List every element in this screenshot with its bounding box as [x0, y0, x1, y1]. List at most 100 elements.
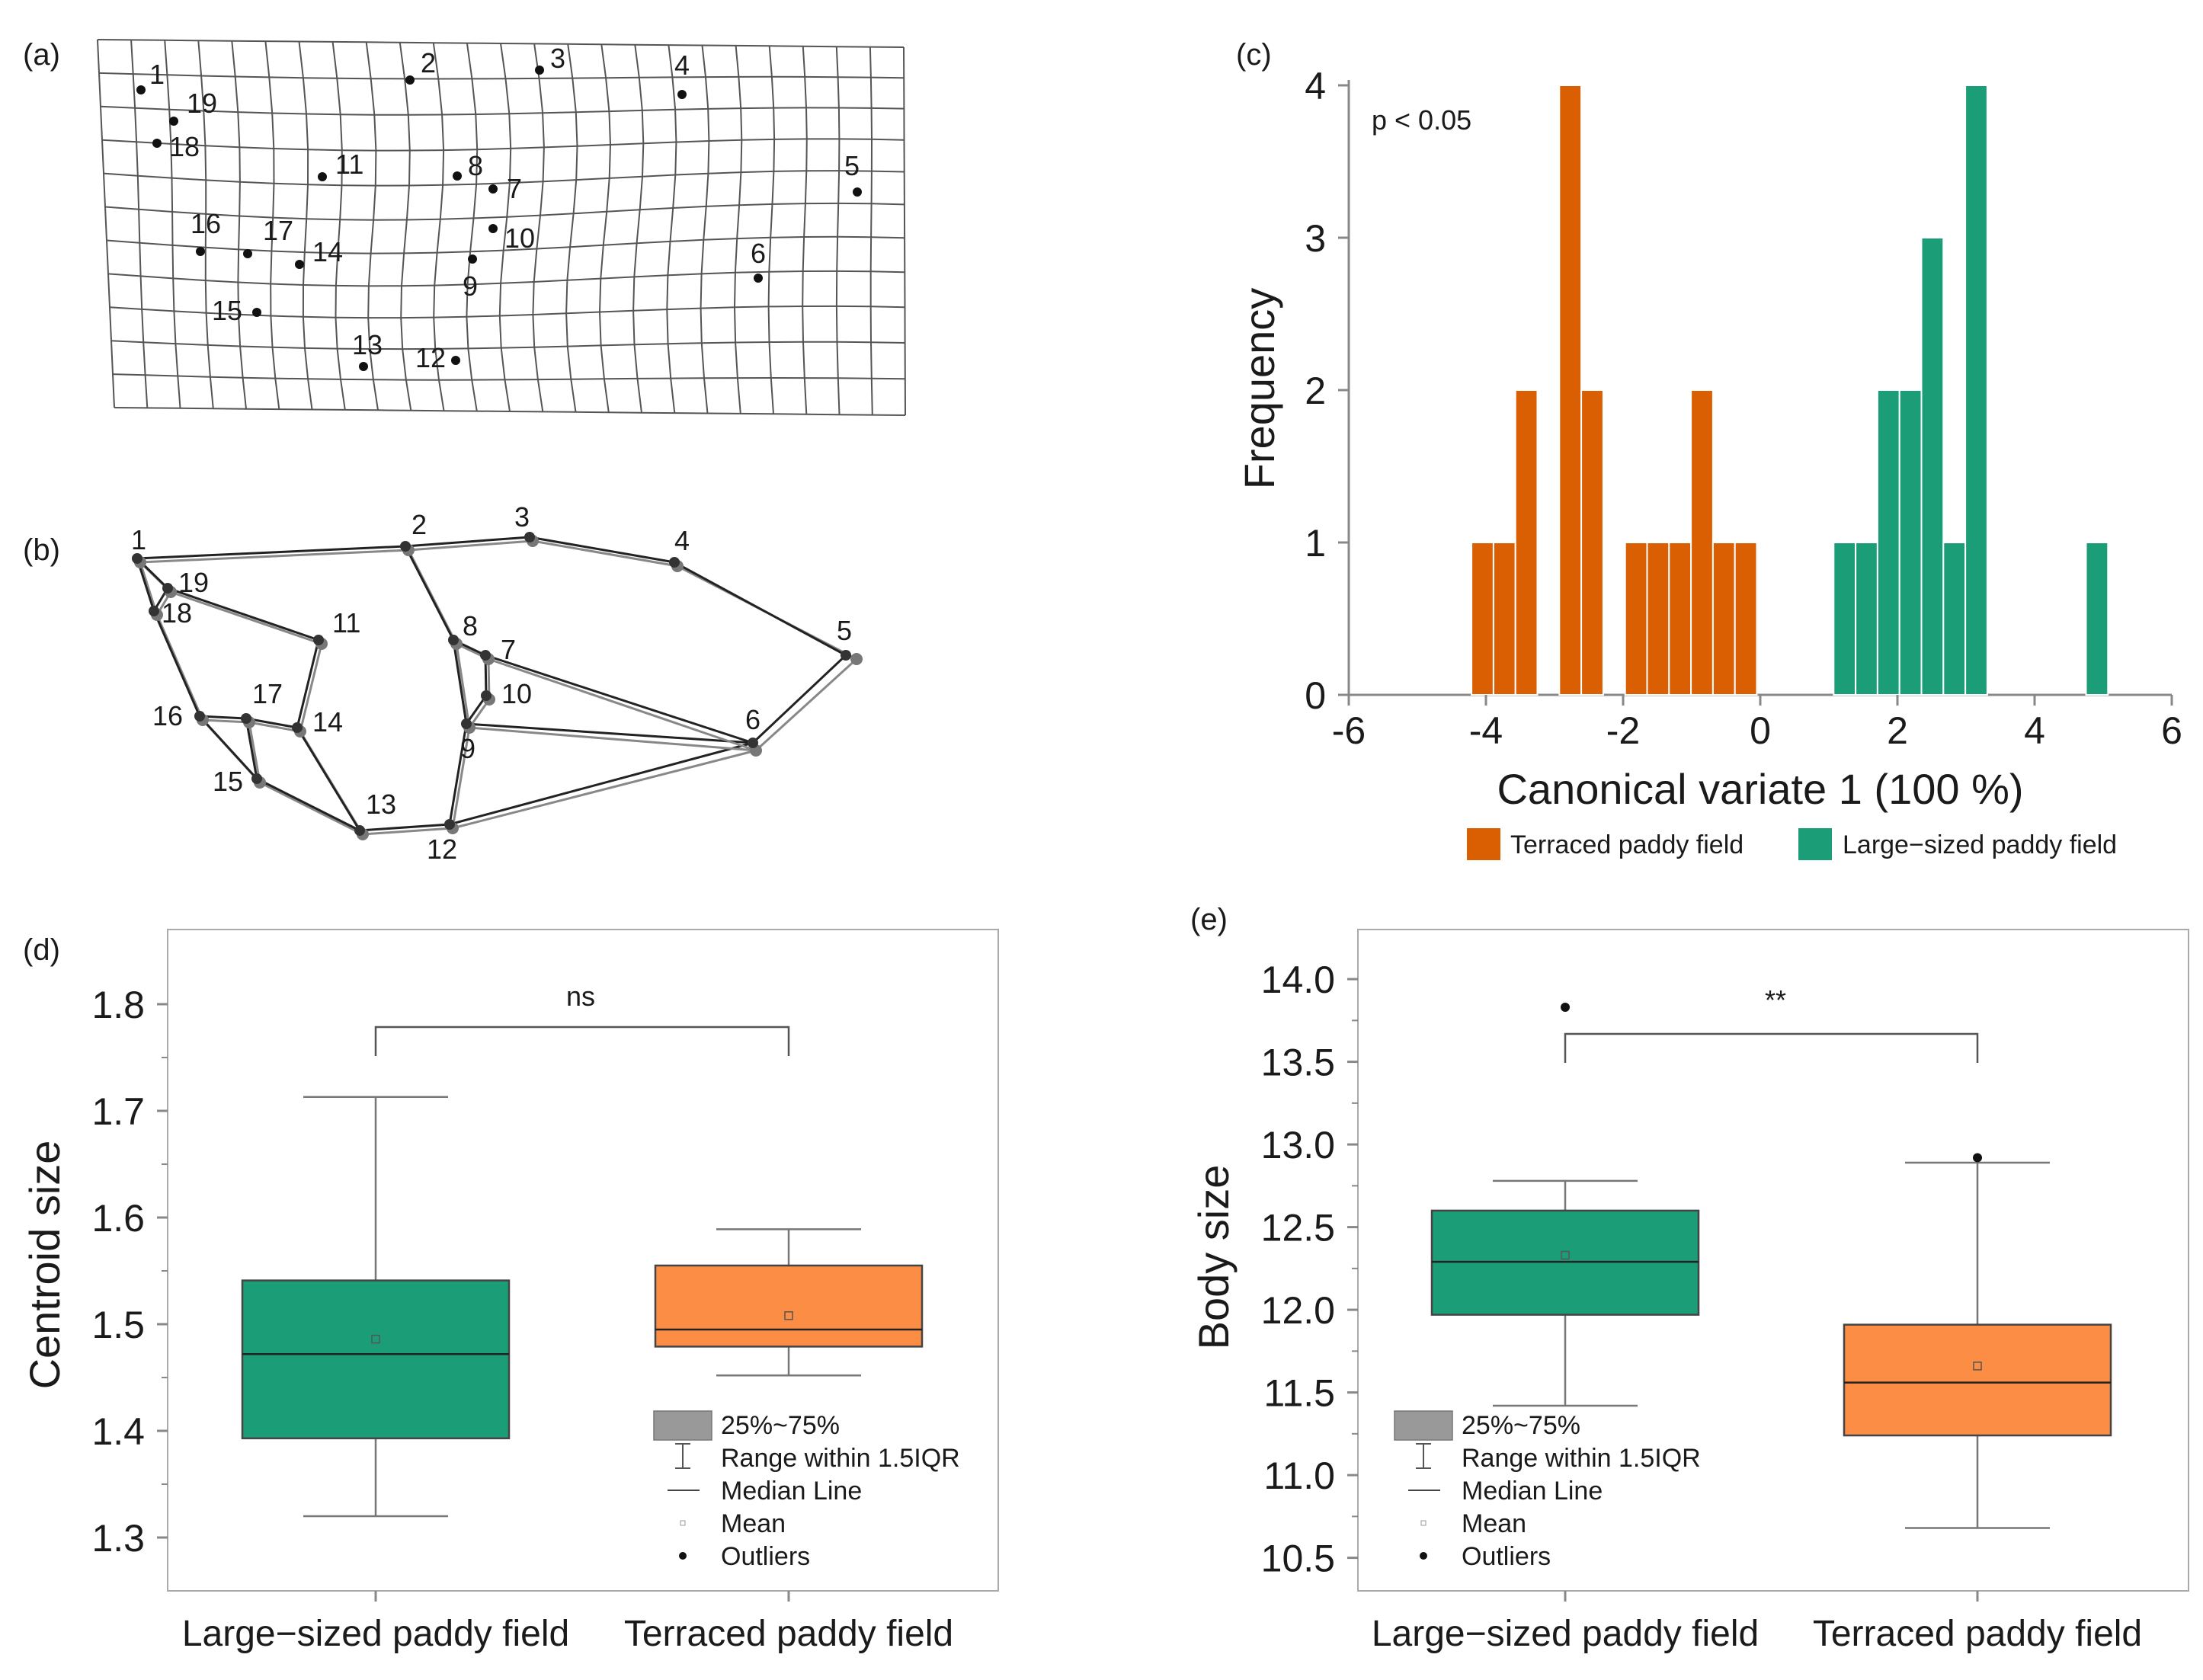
landmark-label: 8: [468, 150, 483, 181]
wireframe-edge-consensus: [170, 590, 322, 645]
body-legend-label: Outliers: [1462, 1542, 1551, 1571]
histogram-bar: [1580, 389, 1604, 696]
histogram-x-tick-label: -6: [1332, 709, 1366, 752]
wireframe-label: 4: [674, 525, 690, 556]
wireframe-edge: [359, 823, 450, 832]
landmark-point: [405, 75, 415, 85]
centroid-category-2: Terraced paddy field: [624, 1614, 953, 1654]
grid-line-vertical: [331, 41, 346, 411]
wireframe-node: [481, 690, 492, 701]
landmark-point: [853, 187, 862, 197]
wireframe-node-consensus: [850, 653, 863, 665]
legend-label-terraced: Terraced paddy field: [1510, 830, 1744, 859]
histogram-x-tick-label: -4: [1469, 709, 1503, 752]
wireframe-outline: [136, 536, 858, 836]
landmark-point: [451, 356, 460, 365]
body-legend-mean-icon: [1420, 1520, 1427, 1526]
histogram-x-ticks: -6 -4 -2 0 2 4 6: [1332, 695, 2182, 752]
wireframe-label: 17: [252, 678, 283, 709]
grid-line-vertical: [97, 39, 115, 408]
grid-line-vertical: [432, 43, 445, 411]
body-legend: 25%~75% Range within 1.5IQR Median Line Mea…: [1394, 1410, 1701, 1571]
wireframe-node: [292, 722, 303, 733]
wireframe-edge: [405, 536, 530, 548]
wireframe-edge: [296, 727, 361, 831]
body-outlier: [1561, 1002, 1570, 1012]
centroid-box: [241, 1279, 511, 1440]
landmark-label: 7: [507, 173, 522, 204]
landmark-label: 3: [550, 43, 565, 74]
landmark-label: 19: [187, 88, 217, 119]
body-y-tick-label: 11.0: [1263, 1454, 1335, 1497]
grid-line-vertical: [835, 46, 841, 415]
centroid-y-ticks: 1.3 1.4 1.5 1.6 1.7 1.8: [91, 984, 168, 1560]
grid-line-horizontal: [107, 270, 905, 287]
grid-line-vertical: [767, 46, 776, 414]
wireframe-edge-consensus: [452, 749, 757, 830]
wireframe-node: [313, 635, 324, 645]
histogram-bar: [1558, 85, 1583, 696]
wireframe-label: 5: [837, 615, 852, 646]
histogram-bar: [1690, 389, 1714, 696]
histogram-x-title: Canonical variate 1 (100 %): [1497, 765, 2023, 813]
centroid-box: [654, 1264, 924, 1348]
body-legend-label: Range within 1.5IQR: [1462, 1444, 1701, 1473]
histogram-bar: [1711, 542, 1736, 696]
body-significance-bracket: [1564, 1032, 1979, 1063]
body-y-tick-label: 11.5: [1263, 1372, 1335, 1415]
centroid-y-tick-label: 1.8: [91, 984, 145, 1026]
wireframe-edge: [256, 777, 360, 832]
grid-line-vertical: [298, 41, 313, 410]
landmark-label: 10: [504, 222, 535, 254]
landmark-point: [677, 90, 687, 99]
landmark-label: 14: [312, 236, 343, 267]
wireframe-node: [669, 557, 680, 568]
body-legend-box-swatch: [1394, 1410, 1453, 1441]
wireframe-label: 16: [152, 700, 183, 731]
landmark-label: 1: [149, 59, 165, 90]
wireframe-edge-consensus: [362, 827, 453, 836]
landmark-point: [468, 254, 477, 264]
body-y-tick-label: 13.5: [1261, 1042, 1335, 1084]
centroid-legend-label: 25%~75%: [721, 1411, 840, 1440]
centroid-legend-outlier-icon: [679, 1552, 687, 1560]
histogram-bar: [1964, 85, 1988, 696]
panel-label-a: (a): [23, 38, 60, 72]
centroid-y-tick-label: 1.5: [91, 1304, 145, 1346]
landmark-label: 13: [352, 329, 383, 360]
body-legend-label: 25%~75%: [1462, 1411, 1580, 1440]
landmark-point: [488, 224, 498, 233]
landmark-point: [152, 139, 162, 148]
wireframe-edge-consensus: [532, 539, 678, 568]
wireframe-label: 14: [312, 706, 343, 738]
histogram-chart: 0 1 2 3 4 -6 -4 -2 0 2 4 6 p < 0.05 Frequency Cano…: [1235, 65, 2182, 860]
centroid-y-tick-label: 1.6: [91, 1197, 145, 1240]
landmark-point: [318, 172, 327, 181]
landmark-point: [488, 184, 498, 194]
wireframe-label: 6: [745, 704, 760, 735]
centroid-legend-label: Median Line: [721, 1477, 862, 1506]
wireframe-edge: [674, 561, 847, 657]
grid-line-vertical: [903, 46, 906, 416]
wireframe-label: 7: [501, 634, 516, 665]
wireframe-edge-consensus: [451, 727, 471, 829]
wireframe-label: 3: [514, 501, 530, 533]
landmark-label: 12: [415, 342, 446, 373]
landmark-label: 16: [191, 208, 221, 239]
histogram-bar: [1514, 389, 1539, 696]
grid-line-vertical: [532, 43, 545, 412]
landmark-point: [754, 274, 763, 283]
wireframe-node: [841, 650, 851, 661]
centroid-y-tick-label: 1.7: [91, 1090, 145, 1133]
wireframe-label: 2: [411, 509, 427, 540]
wireframe-edge-consensus: [248, 721, 301, 733]
wireframe-edge-consensus: [754, 658, 858, 752]
wireframe-edge: [529, 536, 675, 564]
wireframe-label: 8: [463, 610, 478, 642]
body-y-ticks: 10.5 11.0 11.5 12.0 12.5 13.0 13.5 14.0: [1261, 958, 1358, 1580]
wireframe-node: [241, 713, 251, 724]
centroid-significance-bracket: [374, 1026, 790, 1056]
centroid-y-title: Centroid size: [21, 1141, 69, 1390]
grid-line-horizontal: [104, 202, 905, 221]
grid-line-vertical: [565, 43, 578, 412]
